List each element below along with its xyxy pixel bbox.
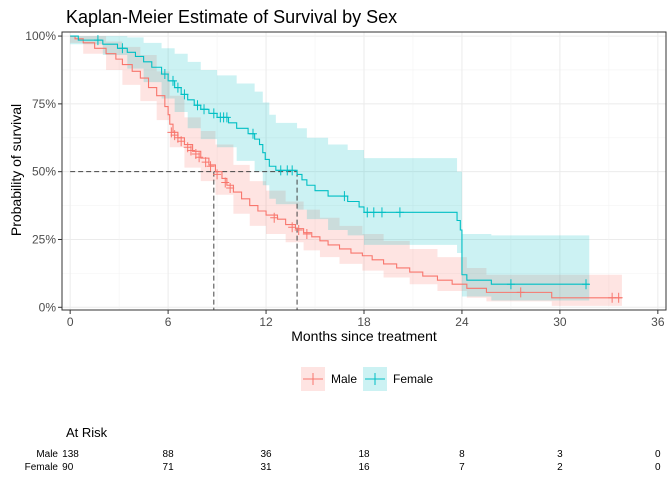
censor-mark-male [201, 157, 210, 168]
y-tick-label: 75% [32, 97, 56, 111]
censor-mark-female [93, 35, 102, 46]
censor-mark-female [248, 128, 257, 139]
censor-mark-female [377, 207, 386, 218]
risk-count: 0 [655, 462, 661, 473]
censor-mark-female [582, 279, 591, 290]
ci-band-female [70, 36, 590, 301]
risk-count: 16 [358, 462, 370, 473]
risk-count: 7 [459, 462, 465, 473]
risk-count: 90 [62, 462, 74, 473]
censor-mark-female [340, 191, 349, 202]
risk-count: 36 [260, 449, 272, 460]
censor-mark-female [369, 207, 378, 218]
survival-curve-male [70, 35, 622, 299]
y-tick-label: 25% [32, 232, 56, 246]
x-tick-label: 24 [455, 315, 469, 329]
x-tick-label: 36 [651, 315, 665, 329]
y-tick-label: 50% [32, 165, 56, 179]
censor-mark-male [195, 152, 204, 163]
risk-count: 8 [459, 449, 465, 460]
censor-mark-female [160, 69, 169, 80]
censor-mark-female [173, 82, 182, 93]
censor-mark-female [200, 104, 209, 115]
chart-title: Kaplan-Meier Estimate of Survival by Sex [66, 7, 397, 27]
risk-count: 88 [163, 449, 175, 460]
censor-mark-male [614, 292, 623, 303]
x-axis-ticks: 0 6 12 18 24 30 36 [67, 310, 665, 329]
censor-mark-female [506, 279, 515, 290]
censor-mark-male [167, 127, 176, 138]
risk-count: 2 [557, 462, 563, 473]
censor-mark-male [213, 169, 222, 180]
x-tick-label: 30 [553, 315, 567, 329]
censor-mark-female [288, 165, 297, 176]
censor-mark-male [294, 224, 303, 235]
censor-mark-female [222, 112, 231, 123]
x-tick-label: 6 [165, 315, 172, 329]
legend-label-male: Male [331, 372, 357, 386]
y-axis-label: Probability of survival [8, 104, 24, 236]
censor-mark-male [177, 136, 186, 147]
censor-mark-female [180, 89, 189, 100]
censor-mark-male [186, 145, 195, 156]
censor-marks [93, 35, 623, 303]
risk-count: 138 [62, 449, 79, 460]
confidence-bands [70, 36, 622, 306]
risk-row-label: Male [36, 449, 58, 460]
censor-mark-male [226, 182, 235, 193]
censor-mark-female [193, 100, 202, 111]
censor-mark-male [288, 222, 297, 233]
censor-mark-female [209, 108, 218, 119]
censor-mark-male [516, 287, 525, 298]
censor-mark-female [169, 75, 178, 86]
risk-table-title: At Risk [66, 425, 108, 440]
ci-band-male [70, 36, 622, 306]
y-tick-label: 0% [39, 300, 57, 314]
risk-table: At Risk Male 138 88 36 18 8 3 0 Female 90 71 31 16 7 2… [25, 425, 661, 473]
risk-count: 0 [655, 449, 661, 460]
risk-count: 31 [260, 462, 272, 473]
censor-mark-male [270, 212, 279, 223]
risk-row-label: Female [25, 462, 59, 473]
x-tick-label: 18 [357, 315, 371, 329]
censor-mark-male [206, 161, 215, 172]
censor-mark-female [395, 207, 404, 218]
y-tick-label: 100% [25, 29, 56, 43]
x-axis-label: Months since treatment [291, 328, 437, 344]
censor-mark-female [118, 43, 127, 54]
y-axis-ticks: 0% 25% 50% 75% 100% [25, 29, 62, 314]
censor-mark-male [302, 229, 311, 240]
median-survival-lines [70, 171, 298, 310]
censor-mark-male [221, 177, 230, 188]
risk-count: 18 [358, 449, 370, 460]
plot-area [61, 31, 667, 311]
x-tick-label: 12 [259, 315, 273, 329]
censor-mark-male [170, 130, 179, 141]
risk-count: 3 [557, 449, 563, 460]
x-tick-label: 0 [67, 315, 74, 329]
risk-count: 71 [163, 462, 175, 473]
legend: Male Female [301, 367, 433, 391]
legend-label-female: Female [393, 372, 433, 386]
